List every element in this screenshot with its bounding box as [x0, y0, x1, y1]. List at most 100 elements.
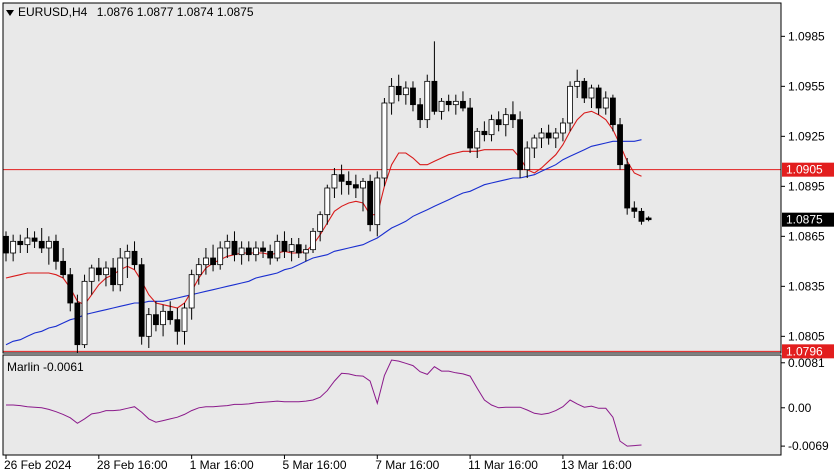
- bull-candle-body: [488, 119, 495, 136]
- candle: [167, 301, 174, 325]
- candle: [545, 124, 552, 145]
- bull-candle-body: [538, 132, 545, 139]
- candle: [260, 241, 266, 258]
- bear-candle-body: [581, 80, 588, 99]
- bull-candle-body: [588, 87, 595, 99]
- bear-candle-body: [367, 180, 374, 226]
- candle: [310, 228, 316, 253]
- time-axis-label: 26 Feb 2024: [4, 458, 72, 472]
- candle: [574, 69, 581, 98]
- bull-candle-body: [552, 132, 559, 139]
- bear-candle-body: [510, 114, 516, 121]
- candle: [88, 264, 95, 295]
- bear-candle-body: [495, 119, 502, 126]
- bear-candle-body: [174, 319, 181, 332]
- bull-candle-body: [388, 85, 395, 104]
- bear-candle-body: [460, 100, 466, 109]
- bear-candle-body: [417, 104, 424, 121]
- price-axis-label: 1.0955: [788, 79, 825, 93]
- candle: [474, 128, 481, 158]
- indicator-panel[interactable]: [3, 355, 781, 455]
- candle: [45, 236, 52, 265]
- candle: [552, 128, 559, 148]
- candle: [424, 74, 431, 128]
- candle: [245, 241, 252, 262]
- candle: [217, 241, 224, 270]
- bull-candle-body: [160, 310, 166, 326]
- bear-candle-body: [517, 119, 523, 171]
- candle: [281, 231, 288, 258]
- candle: [153, 301, 159, 332]
- bull-candle-body: [324, 187, 331, 216]
- bear-candle-body: [53, 240, 59, 262]
- bear-candle-body: [131, 250, 138, 266]
- candle: [417, 98, 424, 128]
- candle: [238, 241, 245, 265]
- bull-candle-body: [195, 264, 202, 276]
- candle: [352, 174, 359, 198]
- bull-candle-body: [474, 130, 481, 149]
- bull-candle-body: [602, 97, 609, 109]
- candle: [17, 234, 24, 253]
- bear-candle-body: [467, 107, 474, 149]
- bear-candle-body: [110, 267, 116, 286]
- bull-candle-body: [381, 102, 388, 179]
- bear-candle-body: [595, 87, 602, 109]
- bear-candle-body: [545, 132, 552, 139]
- candle: [31, 231, 38, 248]
- bull-candle-body: [317, 214, 324, 232]
- time-axis-label: 28 Feb 16:00: [97, 458, 168, 472]
- candle: [131, 241, 138, 270]
- bear-candle-body: [167, 310, 174, 321]
- bear-candle-body: [445, 100, 452, 106]
- bull-candle-body: [45, 240, 52, 249]
- candle: [274, 234, 281, 262]
- candle: [631, 201, 638, 218]
- level-price-box: [782, 344, 834, 359]
- candle: [495, 111, 502, 132]
- candle: [324, 184, 331, 225]
- price-axis-label: 1.0985: [788, 29, 825, 43]
- candle: [302, 244, 309, 262]
- candle: [331, 168, 338, 198]
- candle: [288, 238, 295, 262]
- candle: [560, 118, 566, 142]
- bear-candle-body: [231, 240, 238, 256]
- bull-candle-body: [117, 257, 124, 286]
- bull-candle-body: [302, 249, 309, 254]
- bull-candle-body: [103, 267, 109, 276]
- candle: [124, 244, 131, 278]
- bull-candle-body: [238, 247, 245, 256]
- bear-candle-body: [153, 314, 159, 326]
- candle: [145, 308, 152, 348]
- symbol-label: EURUSD,H4: [18, 5, 88, 19]
- bear-candle-body: [352, 184, 359, 189]
- candle: [317, 211, 324, 242]
- candle: [402, 81, 409, 105]
- bull-candle-body: [10, 240, 17, 254]
- indicator-title: Marlin -0.0061: [7, 360, 84, 374]
- bull-candle-body: [402, 87, 409, 96]
- bull-candle-body: [181, 307, 188, 332]
- collapse-triangle-icon[interactable]: [6, 10, 14, 16]
- bear-candle-body: [638, 210, 645, 222]
- candle: [567, 81, 573, 132]
- bear-candle-body: [67, 274, 74, 304]
- bull-candle-body: [374, 177, 381, 226]
- bear-candle-body: [631, 207, 638, 212]
- time-axis-label: 11 Mar 16:00: [468, 458, 538, 472]
- candle: [445, 94, 452, 112]
- bull-candle-body: [560, 122, 566, 134]
- slow-moving-average-line: [5, 139, 642, 346]
- bull-candle-body: [438, 100, 445, 112]
- price-panel[interactable]: [3, 3, 781, 353]
- price-axis-label: 1.0895: [788, 179, 825, 193]
- bull-candle-body: [360, 180, 366, 189]
- chart-title: EURUSD,H4 1.0876 1.0877 1.0874 1.0875: [18, 5, 254, 19]
- bear-candle-body: [281, 240, 288, 252]
- price-axis-label: 1.0835: [788, 279, 825, 293]
- candle: [581, 78, 588, 103]
- bear-candle-body: [624, 164, 631, 209]
- bear-candle-body: [295, 244, 302, 254]
